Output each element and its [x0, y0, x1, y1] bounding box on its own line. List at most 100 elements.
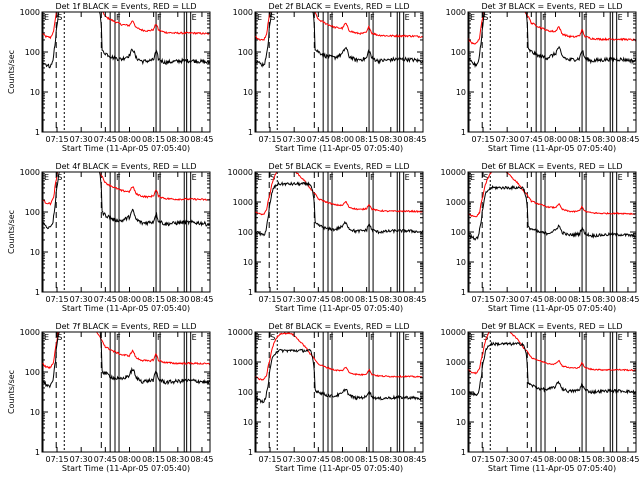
y-tick-label: 10 [243, 88, 253, 97]
x-tick-label: 08:30 [166, 455, 189, 464]
x-tick-label: 08:15 [142, 295, 165, 304]
lld-series-line [42, 12, 210, 40]
x-tick-label: 08:15 [355, 295, 378, 304]
marker-label: S [483, 13, 488, 22]
x-tick-label: 07:15 [258, 135, 281, 144]
y-tick-label: 10 [456, 88, 466, 97]
x-tick-label: 08:45 [616, 295, 639, 304]
x-tick-label: 08:30 [379, 455, 402, 464]
y-tick-label: 1000 [233, 198, 253, 207]
y-axis-label: Counts/sec [7, 50, 16, 94]
x-tick-label: 07:15 [45, 455, 68, 464]
events-series-line [468, 341, 636, 397]
lld-series-line [255, 12, 423, 41]
marker-label: F [329, 333, 334, 342]
x-tick-label: 07:15 [471, 295, 494, 304]
marker-label: F [583, 333, 588, 342]
y-tick-label: 10000 [441, 328, 466, 337]
x-tick-label: 08:00 [331, 295, 354, 304]
x-tick-label: 08:45 [190, 295, 213, 304]
lld-series-line [255, 332, 423, 381]
lld-series-line [468, 332, 636, 375]
marker-label: F [329, 13, 334, 22]
marker-label: E [192, 333, 197, 342]
events-series-line [468, 184, 636, 241]
marker-label: E [470, 333, 475, 342]
y-tick-label: 1000 [20, 8, 40, 17]
y-tick-label: 10 [30, 88, 40, 97]
y-tick-label: 1 [248, 448, 253, 457]
marker-label: E [470, 173, 475, 182]
panel-title: Det 3f BLACK = Events, RED = LLD [481, 2, 622, 11]
y-tick-label: 1 [461, 128, 466, 137]
x-tick-label: 08:45 [190, 455, 213, 464]
marker-label: F [542, 333, 547, 342]
x-tick-label: 07:30 [70, 295, 93, 304]
lld-series-line [42, 332, 210, 370]
x-tick-label: 07:30 [496, 295, 519, 304]
y-tick-label: 1000 [446, 8, 466, 17]
marker-label: S [57, 333, 62, 342]
marker-label: E [405, 13, 410, 22]
x-tick-label: 08:30 [379, 295, 402, 304]
marker-label: E [44, 13, 49, 22]
plot-frame [41, 171, 211, 293]
x-tick-label: 08:30 [166, 295, 189, 304]
x-axis-label: Start Time (11-Apr-05 07:05:40) [62, 304, 190, 313]
lld-series-line [468, 172, 636, 218]
x-tick-label: 08:45 [190, 135, 213, 144]
events-series-line [468, 12, 636, 69]
x-tick-label: 08:15 [142, 455, 165, 464]
y-tick-label: 100 [238, 388, 253, 397]
y-tick-label: 10000 [228, 168, 253, 177]
panel-title: Det 8f BLACK = Events, RED = LLD [268, 322, 409, 331]
x-tick-label: 08:15 [355, 455, 378, 464]
x-tick-label: 08:45 [403, 135, 426, 144]
y-axis-label: Counts/sec [7, 370, 16, 414]
x-tick-label: 08:15 [355, 135, 378, 144]
y-tick-label: 1 [35, 128, 40, 137]
x-tick-label: 07:45 [307, 455, 330, 464]
y-tick-label: 1000 [20, 328, 40, 337]
x-tick-label: 07:15 [45, 295, 68, 304]
x-tick-label: 08:00 [544, 135, 567, 144]
x-tick-label: 08:00 [331, 135, 354, 144]
panel-title: Det 9f BLACK = Events, RED = LLD [481, 322, 622, 331]
x-axis-label: Start Time (11-Apr-05 07:05:40) [488, 304, 616, 313]
marker-label: F [370, 333, 375, 342]
x-tick-label: 07:45 [520, 295, 543, 304]
x-tick-label: 07:30 [283, 135, 306, 144]
marker-label: S [483, 173, 488, 182]
x-tick-label: 08:00 [544, 295, 567, 304]
y-tick-label: 1000 [233, 358, 253, 367]
x-tick-label: 08:15 [568, 295, 591, 304]
x-tick-label: 07:45 [307, 295, 330, 304]
plot-frame [467, 331, 637, 453]
y-tick-label: 100 [238, 48, 253, 57]
panel-title: Det 6f BLACK = Events, RED = LLD [481, 162, 622, 171]
marker-label: E [192, 173, 197, 182]
marker-label: E [618, 173, 623, 182]
events-series-line [255, 348, 423, 404]
panel-title: Det 5f BLACK = Events, RED = LLD [268, 162, 409, 171]
x-axis-label: Start Time (11-Apr-05 07:05:40) [275, 144, 403, 153]
lld-series-line [42, 172, 210, 206]
x-tick-label: 07:30 [283, 455, 306, 464]
x-tick-label: 08:45 [616, 135, 639, 144]
x-tick-label: 08:30 [379, 135, 402, 144]
panel-title: Det 2f BLACK = Events, RED = LLD [268, 2, 409, 11]
panel-title: Det 4f BLACK = Events, RED = LLD [55, 162, 196, 171]
y-tick-label: 100 [25, 208, 40, 217]
y-tick-label: 100 [451, 228, 466, 237]
marker-label: F [542, 13, 547, 22]
marker-label: E [257, 13, 262, 22]
y-tick-label: 1 [248, 288, 253, 297]
x-tick-label: 08:15 [142, 135, 165, 144]
marker-label: F [157, 333, 162, 342]
x-tick-label: 07:15 [471, 135, 494, 144]
